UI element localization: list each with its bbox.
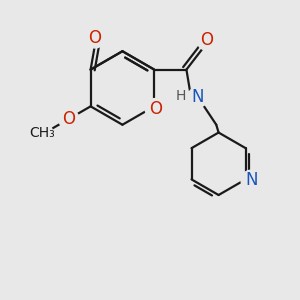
Circle shape [241, 170, 261, 190]
Circle shape [145, 98, 165, 119]
Text: N: N [192, 88, 204, 106]
Circle shape [85, 28, 105, 48]
Text: O: O [149, 100, 162, 118]
Text: O: O [88, 29, 101, 47]
Text: O: O [201, 31, 214, 49]
Circle shape [32, 123, 53, 143]
Circle shape [188, 87, 208, 107]
Text: CH₃: CH₃ [30, 126, 56, 140]
Text: H: H [176, 89, 186, 103]
Text: N: N [245, 171, 257, 189]
Circle shape [58, 109, 79, 129]
Text: O: O [62, 110, 75, 128]
Circle shape [197, 30, 217, 50]
